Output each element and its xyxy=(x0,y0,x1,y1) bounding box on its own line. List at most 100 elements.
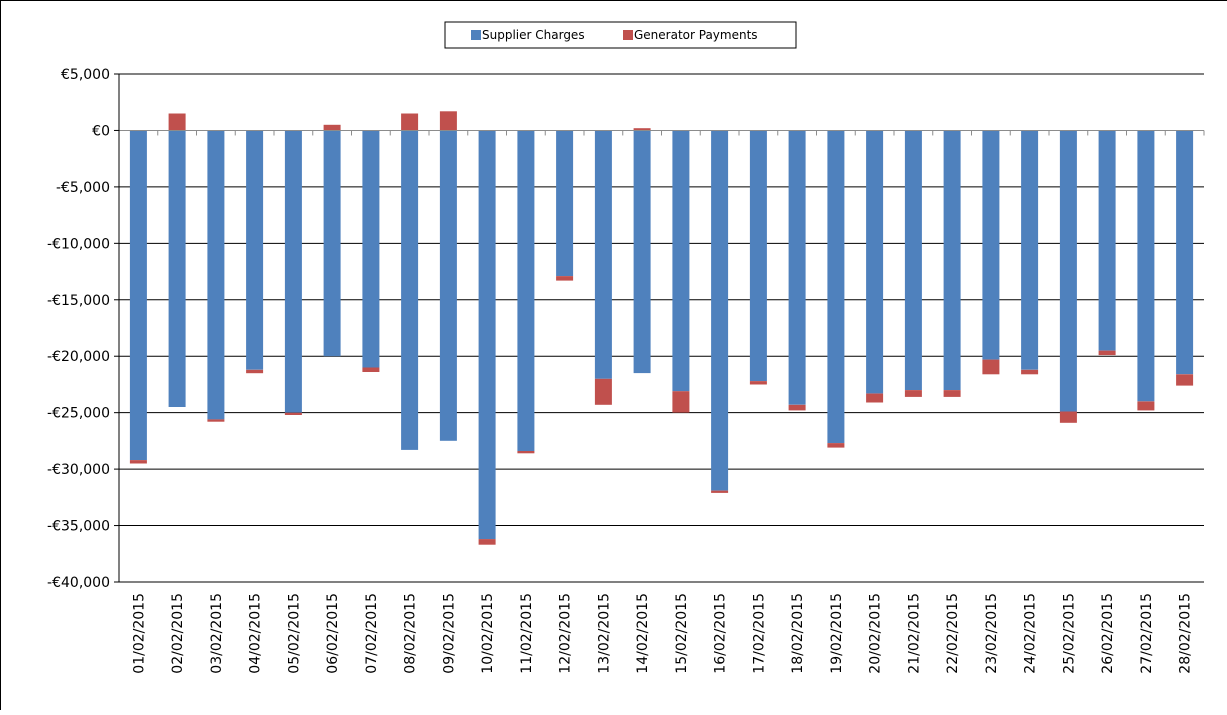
x-tick-label: 01/02/2015 xyxy=(131,593,147,674)
grid-layer xyxy=(119,73,1204,583)
bar-supplier-charges xyxy=(788,130,806,405)
bar-supplier-charges xyxy=(129,130,147,460)
x-tick-label: 15/02/2015 xyxy=(674,593,690,674)
legend-swatch xyxy=(471,30,481,40)
bar-supplier-charges xyxy=(323,130,341,357)
bar-generator-payments xyxy=(207,419,225,422)
bar-supplier-charges xyxy=(1059,130,1077,412)
y-tick-label: -€20,000 xyxy=(47,349,110,365)
bar-supplier-charges xyxy=(517,130,535,451)
bar-supplier-charges xyxy=(672,130,690,392)
bar-generator-payments xyxy=(478,539,496,545)
y-tick-label: €5,000 xyxy=(61,67,110,83)
bar-supplier-charges xyxy=(943,130,961,390)
bar-supplier-charges xyxy=(827,130,845,444)
x-tick-label: 07/02/2015 xyxy=(364,593,380,674)
bar-supplier-charges xyxy=(711,130,729,491)
y-tick-label: -€35,000 xyxy=(47,519,110,535)
bar-generator-payments xyxy=(788,404,806,411)
y-tick-label: -€25,000 xyxy=(47,406,110,422)
legend-label: Supplier Charges xyxy=(482,28,585,42)
x-tick-label: 19/02/2015 xyxy=(829,593,845,674)
bar-generator-payments xyxy=(749,381,767,385)
bar-generator-payments xyxy=(246,369,264,374)
bar-generator-payments xyxy=(129,460,147,464)
x-tick-label: 27/02/2015 xyxy=(1139,593,1155,674)
chart-legend: Supplier Charges Generator Payments xyxy=(444,21,797,49)
bar-supplier-charges xyxy=(1176,130,1194,375)
bar-supplier-charges xyxy=(594,130,612,379)
bar-generator-payments xyxy=(633,128,651,131)
bar-supplier-charges xyxy=(749,130,767,381)
x-tick-label: 05/02/2015 xyxy=(286,593,302,674)
bar-generator-payments xyxy=(904,390,922,397)
bar-generator-payments xyxy=(711,490,729,493)
bar-generator-payments xyxy=(672,391,690,413)
bar-generator-payments xyxy=(323,124,341,131)
y-tick-label: -€15,000 xyxy=(47,293,110,309)
bar-generator-payments xyxy=(556,276,574,281)
x-tick-label: 08/02/2015 xyxy=(403,593,419,674)
bar-generator-payments xyxy=(1021,369,1039,375)
x-tick-label: 13/02/2015 xyxy=(596,593,612,674)
x-tick-label: 04/02/2015 xyxy=(248,593,264,674)
x-tick-label: 21/02/2015 xyxy=(906,593,922,674)
bar-generator-payments xyxy=(517,451,535,454)
x-tick-label: 14/02/2015 xyxy=(635,593,651,674)
x-tick-label: 22/02/2015 xyxy=(945,593,961,674)
bar-supplier-charges xyxy=(439,130,457,441)
bar-supplier-charges xyxy=(866,130,884,394)
bar-generator-payments xyxy=(594,378,612,405)
x-tick-label: 03/02/2015 xyxy=(209,593,225,674)
axes-layer: €5,000 €0 -€5,000 -€10,000 -€15,000 -€20,000 -… xyxy=(47,67,1205,674)
bar-generator-payments xyxy=(401,113,419,131)
bar-supplier-charges xyxy=(401,130,419,450)
bar-generator-payments xyxy=(943,390,961,397)
y-tick-label: €0 xyxy=(92,123,110,139)
legend-label: Generator Payments xyxy=(634,28,758,42)
bar-supplier-charges xyxy=(1021,130,1039,370)
bar-generator-payments xyxy=(827,443,845,448)
y-tick-label: -€5,000 xyxy=(56,180,110,196)
bar-supplier-charges xyxy=(207,130,225,420)
y-tick-label: -€10,000 xyxy=(47,236,110,252)
bar-generator-payments xyxy=(982,359,1000,375)
bar-supplier-charges xyxy=(246,130,264,370)
x-tick-label: 11/02/2015 xyxy=(519,593,535,674)
bar-supplier-charges xyxy=(362,130,380,368)
x-tick-label: 10/02/2015 xyxy=(480,593,496,674)
x-tick-label: 24/02/2015 xyxy=(1023,593,1039,674)
bar-supplier-charges xyxy=(1098,130,1116,351)
x-tick-label: 17/02/2015 xyxy=(751,593,767,674)
y-tick-label: -€40,000 xyxy=(47,575,110,591)
bar-generator-payments xyxy=(866,393,884,403)
bar-generator-payments xyxy=(1137,401,1155,411)
bar-supplier-charges xyxy=(904,130,922,390)
bars-layer xyxy=(129,111,1194,545)
bar-supplier-charges xyxy=(284,130,302,413)
x-tick-label: 12/02/2015 xyxy=(558,593,574,674)
bar-generator-payments xyxy=(1059,411,1077,423)
bar-generator-payments xyxy=(362,367,380,372)
bar-supplier-charges xyxy=(556,130,574,276)
x-tick-label: 16/02/2015 xyxy=(713,593,729,674)
x-tick-label: 25/02/2015 xyxy=(1061,593,1077,674)
x-tick-label: 09/02/2015 xyxy=(441,593,457,674)
x-tick-label: 26/02/2015 xyxy=(1100,593,1116,674)
bar-generator-payments xyxy=(439,111,457,131)
y-tick-label: -€30,000 xyxy=(47,462,110,478)
bar-supplier-charges xyxy=(1137,130,1155,402)
x-tick-label: 06/02/2015 xyxy=(325,593,341,674)
x-tick-label: 20/02/2015 xyxy=(868,593,884,674)
x-tick-label: 28/02/2015 xyxy=(1178,593,1194,674)
x-tick-label: 23/02/2015 xyxy=(984,593,1000,674)
bar-generator-payments xyxy=(1098,350,1116,356)
bar-supplier-charges xyxy=(982,130,1000,360)
bar-generator-payments xyxy=(1176,374,1194,386)
bar-supplier-charges xyxy=(478,130,496,540)
legend-swatch xyxy=(623,30,633,40)
bar-supplier-charges xyxy=(633,130,651,374)
bar-generator-payments xyxy=(168,113,186,131)
